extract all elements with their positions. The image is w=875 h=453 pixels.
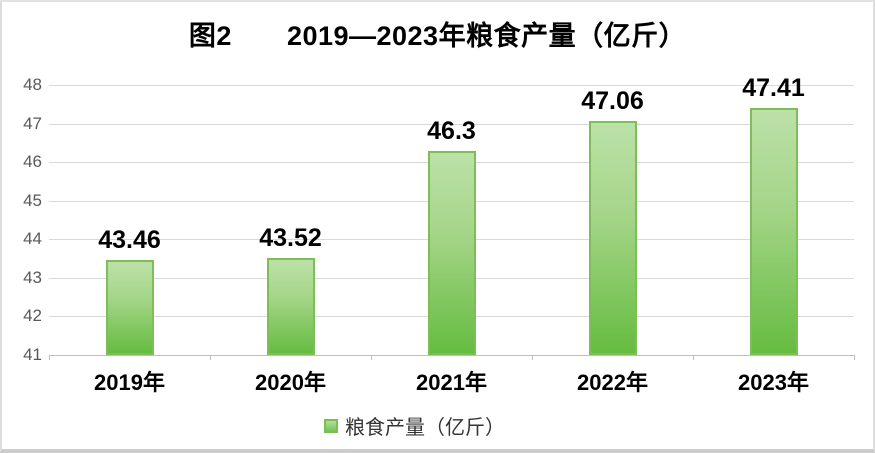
- x-axis-tick: [371, 355, 372, 360]
- y-axis-tick-label: 46: [23, 152, 42, 172]
- x-axis-category-label: 2022年: [577, 370, 648, 395]
- y-axis-tick-label: 42: [23, 306, 42, 326]
- x-axis-category-label: 2019年: [94, 370, 165, 395]
- x-axis-category-label: 2020年: [255, 370, 326, 395]
- y-axis-tick-label: 41: [23, 345, 42, 364]
- x-axis-tick: [854, 355, 855, 360]
- bar-2022年: [588, 121, 637, 355]
- data-label: 47.41: [742, 73, 805, 102]
- x-axis-category-label: 2023年: [738, 370, 809, 395]
- data-label: 46.3: [427, 116, 476, 145]
- data-label: 43.46: [98, 226, 161, 255]
- x-axis-line: [49, 355, 855, 356]
- data-label: 43.52: [259, 223, 322, 252]
- gridline: [49, 85, 854, 86]
- chart-legend: 粮食产量（亿斤）: [324, 411, 505, 440]
- x-axis-tick: [49, 355, 50, 360]
- y-axis-tick-label: 43: [23, 267, 42, 287]
- x-axis-tick: [693, 355, 694, 360]
- legend-square-icon: [324, 418, 338, 433]
- y-axis-tick-label: 47: [23, 113, 42, 133]
- bar-2021年: [427, 150, 476, 355]
- y-axis-tick-label: 44: [23, 229, 42, 249]
- x-axis-tick: [532, 355, 533, 360]
- x-axis-category-label: 2021年: [416, 370, 487, 395]
- chart-title: 图2 2019—2023年粮食产量（亿斤）: [188, 21, 687, 51]
- gridline: [49, 123, 854, 125]
- x-axis-tick: [210, 355, 211, 360]
- bar-2019年: [105, 260, 154, 355]
- bar-2023年: [749, 107, 798, 355]
- data-label: 47.06: [581, 87, 644, 116]
- bar-2020年: [266, 257, 315, 355]
- y-axis-tick-label: 45: [23, 190, 42, 210]
- legend-label: 粮食产量（亿斤）: [345, 417, 505, 439]
- y-axis-tick-label: 48: [23, 75, 42, 94]
